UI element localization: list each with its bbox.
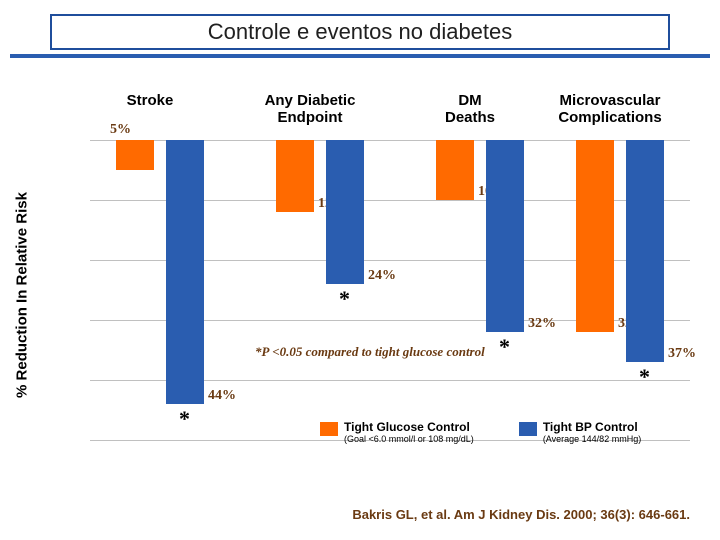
p-value-note: *P <0.05 compared to tight glucose contr… bbox=[255, 344, 485, 360]
legend-series-name: Tight Glucose Control bbox=[344, 420, 474, 434]
bar-value-label: 44% bbox=[208, 388, 236, 404]
significance-star: * bbox=[499, 334, 510, 360]
legend-swatch bbox=[320, 422, 338, 436]
citation: Bakris GL, et al. Am J Kidney Dis. 2000;… bbox=[352, 507, 690, 522]
y-axis-label: % Reduction In Relative Risk bbox=[14, 192, 31, 398]
slide-title-text: Controle e eventos no diabetes bbox=[208, 19, 513, 45]
legend-item: Tight BP Control(Average 144/82 mmHg) bbox=[519, 420, 641, 444]
category-header: DM Deaths bbox=[400, 92, 540, 127]
title-underline bbox=[10, 54, 710, 58]
legend-text: Tight BP Control(Average 144/82 mmHg) bbox=[543, 420, 641, 444]
chart-area: 5%44%*12%24%*10%32%*32%37%* bbox=[90, 140, 690, 440]
bar bbox=[166, 140, 204, 404]
legend-series-sub: (Goal <6.0 mmol/l or 108 mg/dL) bbox=[344, 434, 474, 444]
category-header: Stroke bbox=[80, 92, 220, 109]
slide-title: Controle e eventos no diabetes bbox=[50, 14, 670, 50]
bar bbox=[576, 140, 614, 332]
bar-value-label: 32% bbox=[528, 316, 556, 332]
bar-value-label: 24% bbox=[368, 268, 396, 284]
legend-item: Tight Glucose Control(Goal <6.0 mmol/l o… bbox=[320, 420, 474, 444]
legend-text: Tight Glucose Control(Goal <6.0 mmol/l o… bbox=[344, 420, 474, 444]
significance-star: * bbox=[179, 406, 190, 432]
bar-value-label: 5% bbox=[110, 122, 131, 138]
legend-series-sub: (Average 144/82 mmHg) bbox=[543, 434, 641, 444]
significance-star: * bbox=[339, 286, 350, 312]
legend-swatch bbox=[519, 422, 537, 436]
category-header: Any Diabetic Endpoint bbox=[240, 92, 380, 127]
category-header: Microvascular Complications bbox=[540, 92, 680, 127]
bar bbox=[626, 140, 664, 362]
legend-series-name: Tight BP Control bbox=[543, 420, 641, 434]
bar bbox=[276, 140, 314, 212]
legend: Tight Glucose Control(Goal <6.0 mmol/l o… bbox=[320, 420, 641, 444]
bar bbox=[486, 140, 524, 332]
bar bbox=[436, 140, 474, 200]
bar bbox=[326, 140, 364, 284]
bar-value-label: 37% bbox=[668, 346, 696, 362]
significance-star: * bbox=[639, 364, 650, 390]
bar bbox=[116, 140, 154, 170]
